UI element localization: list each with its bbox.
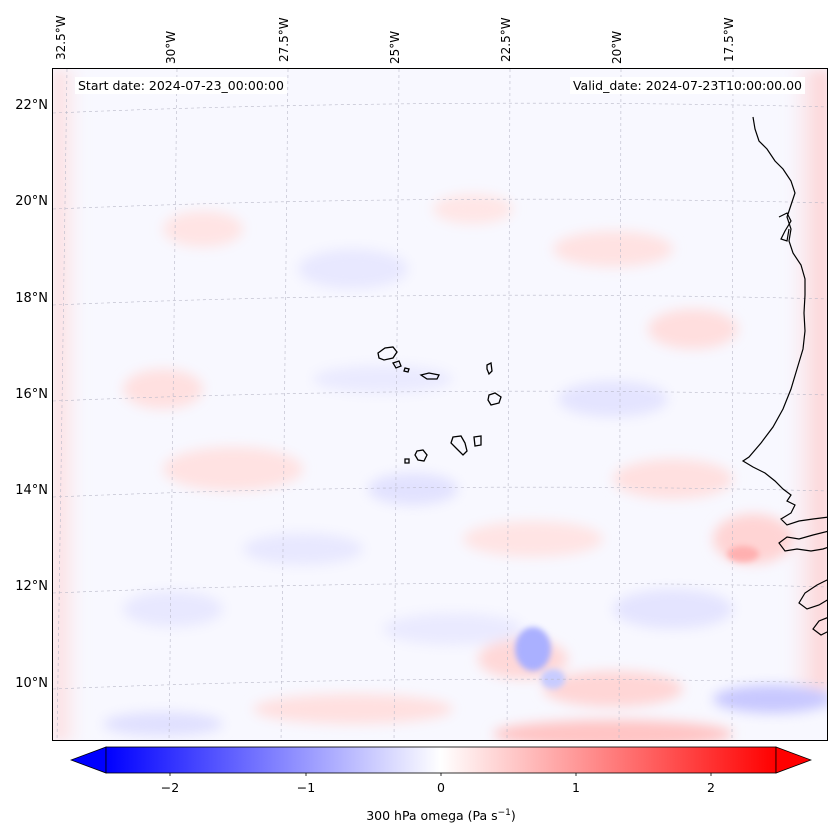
colorbar-tick-0: 0: [437, 780, 445, 795]
island-santiago: [450, 435, 468, 456]
island-sal: [486, 362, 493, 376]
island-sao-nicolau: [419, 372, 440, 380]
colorbar-extend-high: [775, 746, 812, 774]
coastline-cap-blanc: [778, 212, 792, 242]
coastline-africa: [741, 116, 827, 526]
colorbar-label: 300 hPa omega (Pa s−1): [366, 808, 516, 824]
island-boa-vista: [487, 392, 502, 406]
lon-label-17.5w: 17.5°W: [722, 17, 736, 62]
coastline-senegambia: [778, 530, 827, 636]
start-date-text: Start date: 2024-07-23_00:00:00: [75, 77, 287, 94]
island-maio: [473, 435, 482, 447]
colorbar-gradient: [105, 746, 777, 774]
lon-label-30w: 30°W: [164, 30, 178, 64]
island-fogo: [414, 449, 428, 462]
island-santa-luzia: [403, 367, 410, 373]
map-panel: Start date: 2024-07-23_00:00:00 Valid_da…: [52, 68, 828, 741]
colorbar-tick-neg2: −2: [160, 780, 180, 795]
colorbar-label-exponent: −1: [497, 808, 511, 818]
cape-verde-islands: [377, 346, 502, 464]
colorbar-extend-low: [70, 746, 107, 774]
lat-label-18n: 18°N: [15, 291, 48, 306]
lon-label-25w: 25°W: [388, 30, 402, 64]
island-brava: [404, 458, 410, 464]
omega-field: [53, 69, 827, 740]
island-santo-antao: [377, 346, 398, 361]
lat-label-10n: 10°N: [15, 676, 48, 691]
lat-label-12n: 12°N: [15, 579, 48, 594]
colorbar-tick-2: 2: [707, 780, 715, 795]
colorbar-tick-marks: [169, 773, 712, 776]
lon-label-20w: 20°W: [610, 30, 624, 64]
lat-label-16n: 16°N: [15, 387, 48, 402]
graticule: [53, 69, 827, 740]
lon-label-27.5w: 27.5°W: [277, 17, 291, 62]
island-sao-vicente: [392, 360, 402, 369]
colorbar-tick-neg1: −1: [296, 780, 316, 795]
lon-label-22.5w: 22.5°W: [499, 17, 513, 62]
valid-date-text: Valid_date: 2024-07-23T10:00:00.00: [569, 77, 805, 94]
colorbar-bar: [70, 746, 812, 776]
lat-label-14n: 14°N: [15, 483, 48, 498]
lat-label-20n: 20°N: [15, 194, 48, 209]
colorbar-tick-1: 1: [572, 780, 580, 795]
lat-label-22n: 22°N: [15, 98, 48, 113]
lon-label-32.5w: 32.5°W: [54, 15, 68, 60]
field-anomalies: [53, 69, 827, 740]
